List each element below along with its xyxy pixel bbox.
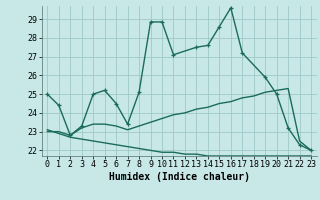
X-axis label: Humidex (Indice chaleur): Humidex (Indice chaleur) — [109, 172, 250, 182]
